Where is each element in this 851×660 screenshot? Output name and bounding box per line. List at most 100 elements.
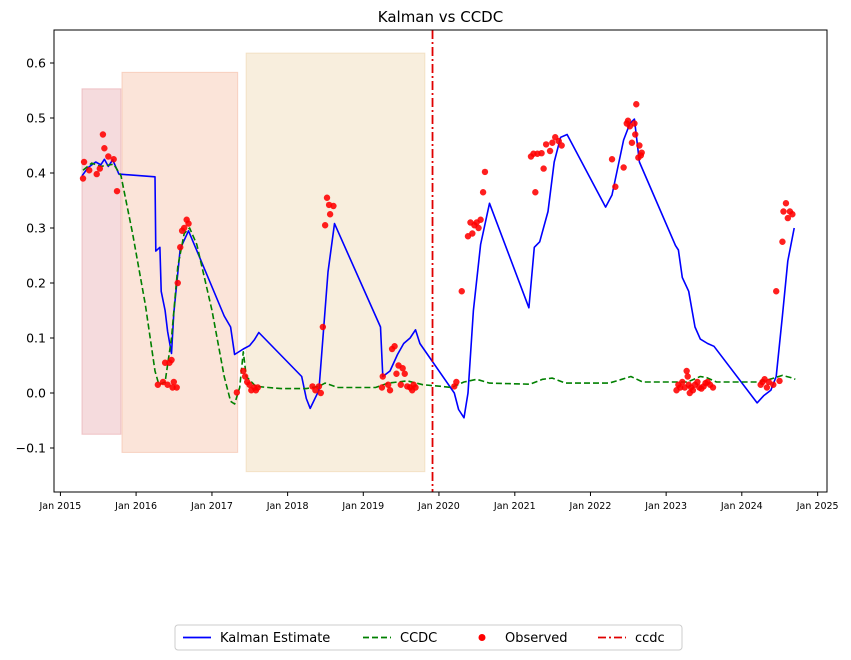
segment-band-3 [245,52,426,473]
y-tick-label: 0.4 [26,166,46,181]
observed-point [479,189,487,196]
observed-point [782,200,790,207]
legend-box [174,624,683,651]
legend-item: ccdc [598,631,665,646]
observed-point [538,150,545,157]
observed-point [317,389,324,397]
observed-point [776,377,783,385]
observed-point [620,164,627,171]
observed-point [80,158,88,166]
observed-point [326,211,334,218]
observed-point [240,367,247,375]
observed-point [379,373,386,380]
x-tick-label: Jan 2022 [569,501,612,512]
observed-point [540,165,547,172]
observed-point [384,381,392,388]
observed-point [246,381,253,388]
y-tick-label: −0.1 [16,441,46,456]
x-tick-label: Jan 2019 [341,501,384,512]
observed-point [546,147,554,155]
observed-point [694,378,701,386]
observed-point [770,381,777,388]
legend-label: Kalman Estimate [220,631,330,646]
x-tick-label: Jan 2018 [266,501,309,512]
legend: Kalman Estimate CCDC Observed ccdc [174,624,683,651]
segment-band-1 [81,88,122,435]
plot-frame [53,29,828,493]
legend-label: ccdc [635,631,665,646]
y-tick-label: 0.6 [26,56,46,71]
observed-point [789,211,796,218]
observed-point [628,139,636,146]
observed-point [110,156,117,163]
observed-point [315,383,323,390]
observed-point [477,216,484,223]
observed-point [779,238,786,245]
x-tick-label: Jan 2017 [190,501,233,512]
observed-point [173,384,180,391]
observed-point [453,378,460,386]
legend-label: Observed [505,631,568,646]
x-tick-label: Jan 2025 [796,501,839,512]
y-tick-label: 0.3 [26,221,46,236]
observed-point [93,170,100,178]
kalman-estimate-line [81,118,795,419]
observed-point [241,373,249,380]
observed-point [632,131,639,138]
x-tick-label: Jan 2024 [720,501,763,512]
x-tick-label: Jan 2015 [39,501,82,512]
observed-point [154,381,162,388]
observed-point [254,384,261,391]
observed-point [233,389,241,396]
observed-point [180,224,188,232]
observed-points [79,101,796,397]
observed-point [677,384,684,391]
observed-point [763,384,771,391]
observed-point [689,387,697,394]
observed-point [481,168,489,176]
observed-point [177,244,184,251]
observed-point [542,141,550,148]
observed-point [397,381,405,388]
x-tick-label: Jan 2021 [493,501,536,512]
legend-item: CCDC [363,631,437,646]
observed-point [636,142,643,149]
y-axis: −0.1 0.0 0.1 0.2 0.3 0.4 0.5 0.6 [16,56,54,456]
segment-band-2 [121,71,239,453]
observed-point [319,323,327,331]
observed-point [393,370,400,377]
observed-point [780,208,787,215]
y-tick-label: 0.1 [26,331,46,346]
observed-point [323,194,331,201]
observed-point [638,149,645,156]
observed-point [412,384,419,391]
observed-point [709,384,717,391]
x-axis: Jan 2015 Jan 2016 Jan 2017 Jan 2018 Jan 2019… [39,492,839,512]
legend-label: CCDC [400,631,437,646]
observed-point [99,131,107,138]
observed-point [549,139,556,146]
observed-point [330,202,337,210]
observed-point [608,156,616,163]
legend-item: Kalman Estimate [183,631,330,646]
observed-point [378,384,386,391]
observed-point [631,120,638,127]
observed-point [174,279,181,287]
y-tick-label: 0.5 [26,111,46,126]
chart-title: Kalman vs CCDC [378,8,503,26]
observed-point [164,381,171,388]
observed-point [612,183,619,190]
observed-point [633,101,640,108]
observed-point [684,373,691,380]
observed-point [558,142,565,149]
segment-bands [81,52,426,473]
y-tick-label: 0.0 [26,386,46,401]
observed-point [168,356,175,364]
observed-point [185,220,192,227]
observed-point [784,214,792,222]
y-tick-label: 0.2 [26,276,46,291]
legend-item: Observed [478,631,568,646]
observed-point [679,378,686,386]
observed-point [86,167,93,174]
